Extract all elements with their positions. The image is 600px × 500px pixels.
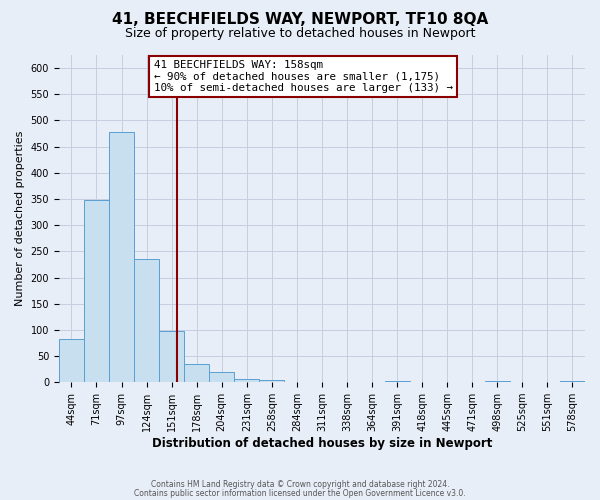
Bar [560,381,585,382]
Bar [159,331,184,382]
Bar [485,381,510,382]
Text: Contains public sector information licensed under the Open Government Licence v3: Contains public sector information licen… [134,488,466,498]
Bar [184,364,209,382]
Bar [134,258,159,382]
Text: 41 BEECHFIELDS WAY: 158sqm
← 90% of detached houses are smaller (1,175)
10% of s: 41 BEECHFIELDS WAY: 158sqm ← 90% of deta… [154,60,452,93]
Bar [109,132,134,382]
X-axis label: Distribution of detached houses by size in Newport: Distribution of detached houses by size … [152,437,492,450]
Y-axis label: Number of detached properties: Number of detached properties [15,131,25,306]
Bar [234,378,259,382]
Bar [84,200,109,382]
Bar [259,380,284,382]
Bar [59,339,84,382]
Bar [209,372,234,382]
Text: Size of property relative to detached houses in Newport: Size of property relative to detached ho… [125,28,475,40]
Bar [385,381,410,382]
Text: Contains HM Land Registry data © Crown copyright and database right 2024.: Contains HM Land Registry data © Crown c… [151,480,449,489]
Text: 41, BEECHFIELDS WAY, NEWPORT, TF10 8QA: 41, BEECHFIELDS WAY, NEWPORT, TF10 8QA [112,12,488,28]
